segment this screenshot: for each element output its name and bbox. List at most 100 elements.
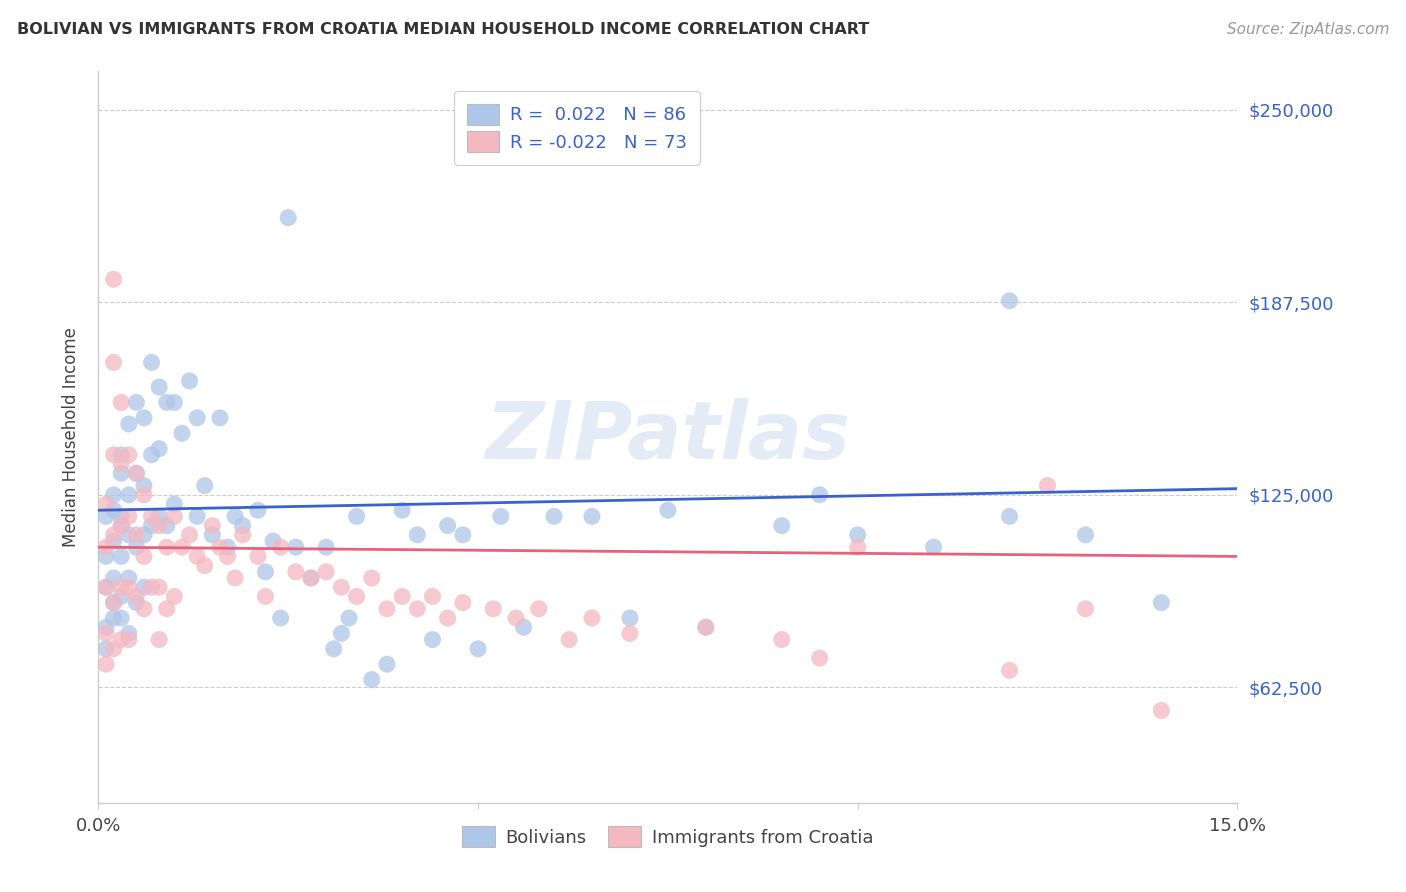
Point	[103, 596, 125, 610]
Point	[94, 620, 117, 634]
Point	[695, 620, 717, 634]
Point	[998, 509, 1021, 524]
Point	[132, 549, 155, 564]
Point	[360, 571, 382, 585]
Point	[103, 571, 125, 585]
Point	[543, 509, 565, 524]
Point	[179, 374, 201, 388]
Point	[94, 497, 117, 511]
Point	[201, 528, 224, 542]
Point	[94, 580, 117, 594]
Point	[217, 549, 239, 564]
Point	[141, 580, 163, 594]
Point	[346, 509, 368, 524]
Point	[110, 518, 132, 533]
Point	[110, 518, 132, 533]
Point	[125, 590, 148, 604]
Point	[148, 518, 170, 533]
Point	[118, 448, 141, 462]
Point	[125, 596, 148, 610]
Point	[170, 540, 193, 554]
Point	[118, 580, 141, 594]
Point	[422, 590, 444, 604]
Point	[103, 355, 125, 369]
Point	[156, 540, 179, 554]
Point	[846, 528, 869, 542]
Point	[208, 540, 231, 554]
Point	[94, 626, 117, 640]
Point	[118, 571, 141, 585]
Point	[148, 632, 170, 647]
Point	[1074, 528, 1097, 542]
Point	[1074, 601, 1097, 615]
Point	[330, 580, 353, 594]
Point	[94, 641, 117, 656]
Point	[224, 509, 246, 524]
Point	[1150, 703, 1173, 717]
Point	[375, 601, 398, 615]
Point	[163, 590, 186, 604]
Point	[94, 657, 117, 672]
Point	[451, 596, 474, 610]
Point	[148, 442, 170, 456]
Point	[132, 601, 155, 615]
Point	[118, 626, 141, 640]
Point	[254, 565, 277, 579]
Point	[103, 528, 125, 542]
Point	[232, 528, 254, 542]
Point	[103, 272, 125, 286]
Point	[619, 611, 641, 625]
Point	[436, 518, 458, 533]
Point	[110, 632, 132, 647]
Point	[163, 395, 186, 409]
Point	[103, 503, 125, 517]
Point	[315, 540, 337, 554]
Point	[406, 601, 429, 615]
Point	[103, 534, 125, 549]
Point	[619, 626, 641, 640]
Text: BOLIVIAN VS IMMIGRANTS FROM CROATIA MEDIAN HOUSEHOLD INCOME CORRELATION CHART: BOLIVIAN VS IMMIGRANTS FROM CROATIA MEDI…	[17, 22, 869, 37]
Point	[360, 673, 382, 687]
Point	[110, 509, 132, 524]
Point	[194, 478, 217, 492]
Point	[322, 641, 344, 656]
Point	[186, 410, 208, 425]
Point	[103, 611, 125, 625]
Point	[110, 549, 132, 564]
Point	[998, 664, 1021, 678]
Point	[110, 467, 132, 481]
Point	[110, 457, 132, 471]
Point	[232, 518, 254, 533]
Point	[808, 651, 831, 665]
Point	[254, 590, 277, 604]
Point	[391, 503, 413, 517]
Point	[125, 540, 148, 554]
Point	[208, 410, 231, 425]
Point	[581, 509, 603, 524]
Point	[94, 540, 117, 554]
Point	[657, 503, 679, 517]
Point	[770, 632, 793, 647]
Point	[141, 448, 163, 462]
Point	[132, 478, 155, 492]
Point	[770, 518, 793, 533]
Point	[132, 488, 155, 502]
Point	[337, 611, 360, 625]
Point	[103, 596, 125, 610]
Point	[284, 540, 307, 554]
Point	[451, 528, 474, 542]
Point	[489, 509, 512, 524]
Point	[186, 549, 208, 564]
Point	[110, 590, 132, 604]
Point	[141, 355, 163, 369]
Point	[118, 417, 141, 431]
Point	[94, 509, 117, 524]
Point	[125, 395, 148, 409]
Point	[299, 571, 322, 585]
Text: ZIPatlas: ZIPatlas	[485, 398, 851, 476]
Point	[998, 293, 1021, 308]
Point	[125, 467, 148, 481]
Point	[156, 518, 179, 533]
Point	[695, 620, 717, 634]
Point	[110, 611, 132, 625]
